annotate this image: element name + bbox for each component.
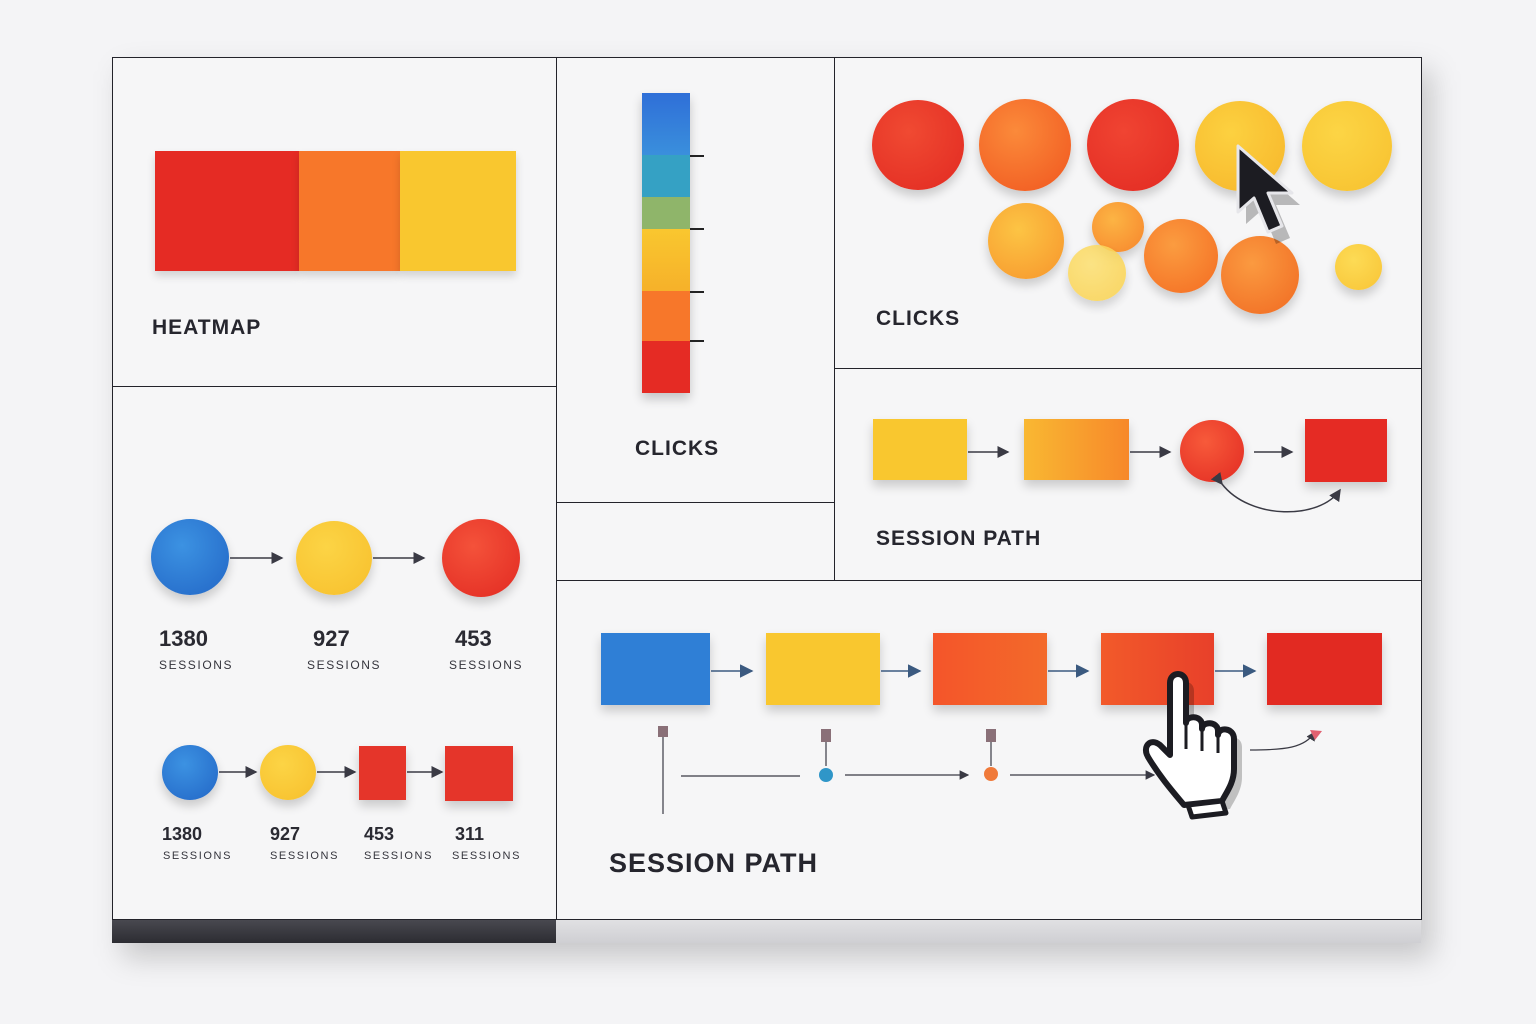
session-node-red: [1267, 633, 1382, 705]
session-node-yellow: [766, 633, 880, 705]
funnel-unit: SESSIONS: [364, 850, 434, 862]
session-path-large-label: SESSION PATH: [609, 848, 819, 878]
funnel-node-red: [442, 519, 520, 597]
funnel-node-red-rect: [445, 746, 513, 801]
funnel-unit: SESSIONS: [163, 850, 233, 862]
click-bubble: [979, 99, 1071, 191]
session-node-orange-red: [1101, 633, 1214, 705]
session-timeline: [662, 730, 1316, 814]
arrow-cursor-icon: [1236, 144, 1300, 244]
session-node-orange: [933, 633, 1047, 705]
board-edge-dark: [112, 918, 556, 943]
funnel-panel: [112, 386, 557, 920]
heatmap-cell-red: [155, 151, 299, 271]
click-bubble: [1302, 101, 1392, 191]
funnel-unit: SESSIONS: [449, 658, 524, 672]
timeline-dot-blue: [819, 768, 833, 782]
funnel-node-yellow: [296, 521, 372, 595]
funnel-unit: SESSIONS: [452, 850, 522, 862]
scale-tick: [690, 340, 704, 342]
click-bubble: [988, 203, 1064, 279]
click-bubble: [1144, 219, 1218, 293]
click-bubble: [1335, 244, 1382, 290]
click-bubble: [872, 100, 964, 190]
clicks-bubble-label: CLICKS: [876, 307, 961, 330]
scale-tick: [690, 228, 704, 230]
funnel-value: 453: [455, 626, 492, 651]
heatmap-cell-orange: [299, 151, 400, 271]
session-path-small-arrows: [968, 446, 1341, 513]
funnel-arrows: [219, 552, 444, 778]
funnel-unit: SESSIONS: [159, 658, 234, 672]
funnel-unit: SESSIONS: [270, 850, 340, 862]
clicks-bar-panel: [556, 57, 835, 503]
timeline-marker: [821, 729, 831, 742]
funnel-value: 311: [455, 824, 485, 844]
scale-segment-green: [642, 197, 690, 229]
clicks-color-scale: [642, 93, 690, 393]
funnel-value: 927: [313, 626, 350, 651]
click-bubble: [1092, 202, 1144, 252]
funnel-value: 453: [364, 824, 395, 844]
timeline-marker: [986, 729, 996, 742]
hand-pointer-icon: [1142, 671, 1242, 820]
timeline-endpoint: [1310, 730, 1322, 740]
path-node-red: [1305, 419, 1387, 482]
funnel-unit: SESSIONS: [307, 658, 382, 672]
click-bubble: [1087, 99, 1179, 191]
click-bubble: [1221, 236, 1299, 314]
timeline-dot-orange: [984, 767, 998, 781]
click-bubble: [1068, 245, 1126, 301]
scale-segment-blue: [642, 93, 690, 155]
heatmap-label: HEATMAP: [152, 316, 262, 339]
path-node-yellow: [873, 419, 967, 480]
session-path-small-label: SESSION PATH: [876, 527, 1042, 550]
scale-tick: [690, 291, 704, 293]
path-node-red-circle: [1180, 420, 1244, 482]
funnel-node-yellow-small: [260, 745, 316, 800]
scale-tick: [690, 155, 704, 157]
timeline-marker: [658, 726, 668, 737]
funnel-node-blue-small: [162, 745, 218, 800]
session-node-blue: [601, 633, 710, 705]
path-node-orange: [1024, 419, 1129, 480]
scale-segment-red: [642, 341, 690, 393]
heatmap-cell-yellow: [400, 151, 516, 271]
scale-segment-orange: [642, 291, 690, 341]
scale-segment-teal: [642, 155, 690, 197]
clicks-bar-label: CLICKS: [635, 437, 720, 460]
scale-segment-yellow: [642, 229, 690, 291]
funnel-node-blue: [151, 519, 229, 595]
funnel-value: 1380: [162, 824, 203, 844]
funnel-value: 927: [270, 824, 301, 844]
funnel-value: 1380: [159, 626, 208, 651]
funnel-node-red-square: [359, 746, 406, 800]
